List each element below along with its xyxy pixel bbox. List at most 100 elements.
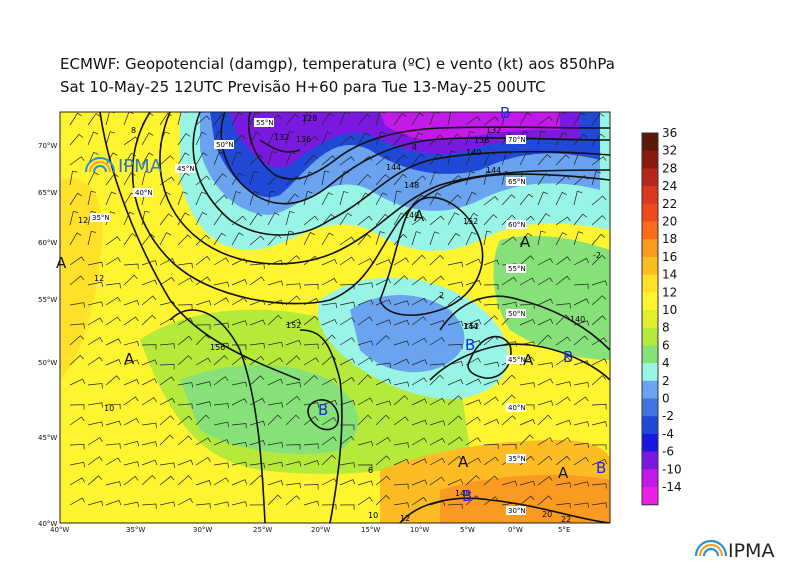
lon-label: 15°W bbox=[361, 526, 380, 534]
lat-label: 40°W bbox=[38, 520, 57, 528]
wind-barb bbox=[159, 343, 175, 349]
colorbar-swatch bbox=[642, 416, 658, 435]
lon-label: 10°W bbox=[410, 526, 429, 534]
wind-barb bbox=[573, 396, 589, 406]
contour-label: 132 bbox=[486, 126, 501, 135]
wind-barb bbox=[483, 443, 499, 450]
wind-barb bbox=[357, 233, 372, 246]
wind-barb bbox=[195, 175, 211, 186]
wind-barb bbox=[231, 398, 248, 406]
wind-barb bbox=[339, 376, 355, 386]
wind-barb bbox=[213, 439, 230, 446]
wind-barb bbox=[429, 215, 445, 226]
wind-barb bbox=[519, 419, 536, 426]
colorbar-label: -4 bbox=[662, 427, 674, 441]
wind-barb bbox=[393, 233, 408, 246]
wind-barb bbox=[249, 299, 266, 306]
wind-barb bbox=[177, 234, 192, 246]
wind-barb bbox=[87, 317, 103, 326]
wind-barb bbox=[555, 132, 568, 146]
lon-label: 40°W bbox=[50, 526, 69, 534]
wind-barb bbox=[339, 400, 356, 406]
wind-barb bbox=[339, 135, 355, 146]
low-center: B bbox=[318, 401, 328, 419]
colorbar-swatch bbox=[642, 203, 658, 222]
grid-label: 45°N bbox=[508, 356, 526, 364]
wind-barb bbox=[213, 342, 229, 349]
wind-barb bbox=[465, 378, 482, 386]
wind-barb bbox=[483, 196, 499, 206]
wind-barb bbox=[411, 419, 428, 426]
wind-barb bbox=[141, 422, 157, 429]
wind-barb bbox=[321, 232, 334, 246]
wind-barb bbox=[393, 381, 410, 387]
wind-barb bbox=[303, 171, 315, 186]
wind-barb bbox=[573, 190, 583, 206]
temp-label: 12 bbox=[94, 274, 104, 283]
wind-barb bbox=[375, 319, 392, 326]
wind-barb bbox=[375, 494, 390, 506]
wind-barb bbox=[69, 256, 85, 266]
wind-barb bbox=[591, 233, 606, 246]
wind-barb bbox=[159, 176, 175, 186]
wind-barb bbox=[303, 375, 318, 386]
wind-barb bbox=[357, 282, 373, 288]
wind-barb bbox=[321, 277, 338, 286]
wind-barb bbox=[465, 437, 481, 446]
colorbar-label: 20 bbox=[662, 215, 677, 229]
wind-barb bbox=[231, 501, 248, 507]
wind-barb bbox=[195, 503, 211, 509]
wind-barb bbox=[501, 170, 511, 186]
wind-barb bbox=[177, 335, 193, 346]
wind-barb bbox=[123, 340, 140, 347]
contour-label: 152 bbox=[286, 321, 301, 330]
wind-barb bbox=[357, 464, 373, 470]
wind-barb bbox=[357, 174, 372, 186]
wind-barb bbox=[321, 258, 338, 266]
colorbar-label: 16 bbox=[662, 250, 677, 264]
wind-barb bbox=[87, 113, 101, 126]
wind-barb bbox=[195, 131, 207, 146]
wind-barb bbox=[141, 459, 158, 466]
wind-barb bbox=[393, 340, 410, 346]
wind-barb bbox=[393, 275, 409, 286]
wind-barb bbox=[195, 324, 211, 330]
wind-barb bbox=[303, 135, 319, 146]
wind-barb bbox=[159, 415, 175, 426]
contour-label: 144 bbox=[386, 163, 401, 172]
wind-barb bbox=[249, 112, 261, 126]
wind-barb bbox=[555, 175, 570, 186]
wind-barb bbox=[285, 283, 301, 289]
wind-barb bbox=[465, 231, 477, 246]
wind-barb bbox=[123, 396, 139, 406]
wind-barb bbox=[123, 440, 140, 447]
wind-barb bbox=[429, 134, 444, 146]
wind-barb bbox=[429, 397, 446, 406]
colorbar-label: 6 bbox=[662, 338, 670, 352]
wind-barb bbox=[141, 112, 154, 126]
contour-labels: 152 156 152 148 144 140 136 132 128 152 … bbox=[210, 114, 585, 498]
wind-barb bbox=[303, 315, 319, 326]
colorbar-label: 14 bbox=[662, 268, 677, 282]
lat-label: 60°W bbox=[38, 239, 57, 247]
contour-label: 136 bbox=[296, 135, 311, 144]
wind-barb bbox=[177, 415, 193, 426]
wind-barb bbox=[375, 414, 390, 426]
wind-barb bbox=[537, 318, 554, 326]
wind-barb bbox=[555, 381, 572, 387]
wind-barb bbox=[267, 414, 282, 426]
wind-barb bbox=[447, 503, 463, 510]
wind-barb bbox=[231, 215, 247, 226]
temp-label: 20 bbox=[542, 510, 552, 519]
wind-barb bbox=[465, 475, 480, 486]
wind-barb bbox=[267, 131, 279, 146]
high-center: A bbox=[124, 350, 135, 368]
wind-barb bbox=[213, 403, 229, 409]
wind-barb bbox=[231, 172, 244, 186]
wind-barb bbox=[429, 275, 445, 286]
wind-barb bbox=[537, 400, 554, 406]
lat-label: 45°W bbox=[38, 434, 57, 442]
wind-barb bbox=[141, 475, 156, 486]
grid-label: 55°N bbox=[256, 119, 274, 127]
